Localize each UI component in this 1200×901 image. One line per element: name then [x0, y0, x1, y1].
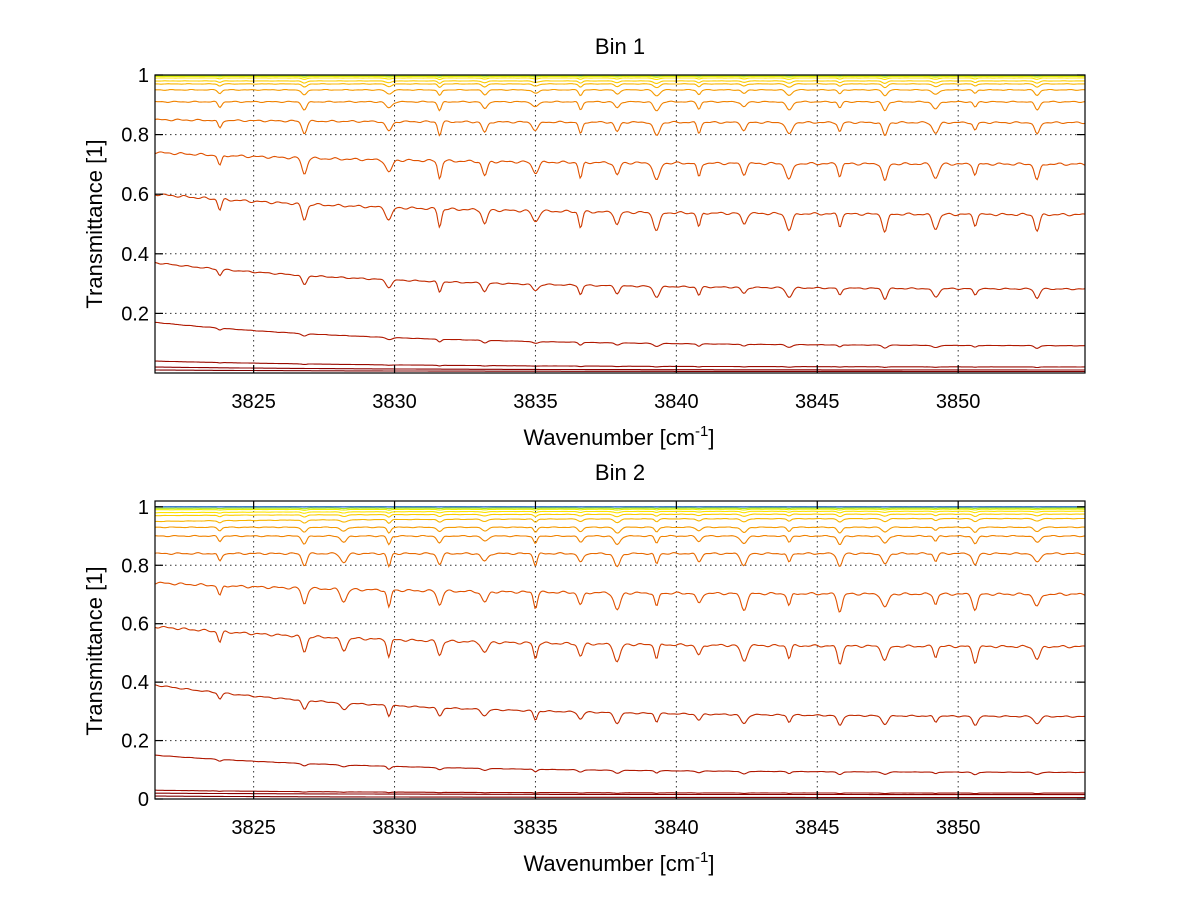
series-line: [154, 83, 1085, 89]
x-tick-label: 3830: [372, 817, 417, 839]
x-tick-label: 3830: [372, 391, 417, 413]
y-tick-label: 0: [138, 789, 149, 811]
series-line: [155, 369, 1085, 373]
y-tick-label: 0.4: [121, 672, 149, 694]
series-line: [154, 321, 1085, 349]
series-line: [154, 625, 1086, 665]
series-line: [154, 534, 1086, 546]
y-tick-label: 0.4: [121, 244, 149, 266]
series-line: [155, 789, 1085, 795]
series-line: [155, 517, 1085, 524]
x-tick-label: 3840: [654, 391, 699, 413]
x-tick-label: 3835: [513, 391, 558, 413]
plot-frame: [154, 74, 1086, 374]
x-axis-label-main: Wavenumber [cm: [523, 425, 695, 450]
chart-title: Bin 2: [595, 460, 645, 485]
x-axis-label: Wavenumber [cm-1]: [523, 849, 714, 876]
y-axis-label: Transmittance [1]: [82, 139, 107, 308]
series-line: [155, 795, 1085, 799]
x-tick-label: 3835: [513, 817, 558, 839]
x-tick-label: 3840: [654, 817, 699, 839]
series-line: [154, 80, 1085, 84]
x-tick-label: 3825: [231, 817, 276, 839]
series-line: [154, 754, 1085, 776]
series-line: [154, 581, 1086, 613]
grid-lines: [155, 501, 1085, 800]
series-line: [155, 507, 1085, 510]
y-axis-label: Transmittance [1]: [82, 566, 107, 735]
y-tick-label: 1: [138, 497, 149, 519]
x-tick-label: 3850: [936, 391, 981, 413]
series-line: [155, 77, 1085, 81]
x-axis-label-main: Wavenumber [cm: [523, 851, 695, 876]
y-tick-label: 0.8: [121, 125, 149, 147]
x-axis-label-sup: -1: [695, 423, 708, 440]
ticks-group: 3825 3830 3835 3840 3845 3850 0 0.2 0.4 0.6 0.8 1: [121, 497, 1085, 839]
x-tick-label: 3845: [795, 391, 840, 413]
series-line: [154, 552, 1086, 569]
y-tick-label: 0.2: [121, 303, 149, 325]
y-tick-label: 0.6: [121, 614, 149, 636]
chart-panel-bin-2: Bin 2 3825 3830 3835 3840 3845 3850 0 0.2 0.4 0.6…: [82, 460, 1086, 876]
y-tick-label: 0.8: [121, 555, 149, 577]
series-line: [155, 75, 1085, 77]
plot-frame: [154, 500, 1086, 800]
series-line: [154, 366, 1085, 371]
series-line: [155, 526, 1086, 534]
series-line: [154, 151, 1086, 182]
series-line: [155, 510, 1086, 514]
series-line: [154, 508, 1086, 511]
series-line: [154, 261, 1086, 300]
x-axis-label-end: ]: [708, 425, 714, 450]
x-axis-label: Wavenumber [cm-1]: [523, 423, 714, 450]
y-tick-label: 0.2: [121, 731, 149, 753]
y-tick-label: 1: [138, 65, 149, 87]
y-tick-label: 0.6: [121, 184, 149, 206]
x-tick-label: 3850: [936, 817, 981, 839]
series-line: [155, 75, 1086, 78]
series-line: [155, 792, 1085, 796]
grid-lines: [155, 74, 1085, 373]
x-tick-label: 3845: [795, 817, 840, 839]
x-axis-label-end: ]: [708, 851, 714, 876]
series-line: [154, 684, 1086, 726]
series-line: [154, 513, 1085, 518]
series-group: [154, 74, 1086, 373]
series-line: [155, 88, 1086, 97]
chart-title: Bin 1: [595, 34, 645, 59]
series-line: [154, 118, 1086, 137]
series-line: [155, 360, 1085, 369]
series-group: [154, 506, 1086, 799]
ticks-group: 3825 3830 3835 3840 3845 3850 0.2 0.4 0.6 0.8 1: [121, 65, 1085, 413]
series-line: [154, 193, 1086, 234]
series-line: [154, 100, 1086, 112]
x-axis-label-sup: -1: [695, 849, 708, 866]
x-tick-label: 3825: [231, 391, 276, 413]
chart-panel-bin-1: Bin 1 3825 3830 3835 3840 3845 3850 0.2 0.4 0.6 0…: [82, 34, 1086, 450]
